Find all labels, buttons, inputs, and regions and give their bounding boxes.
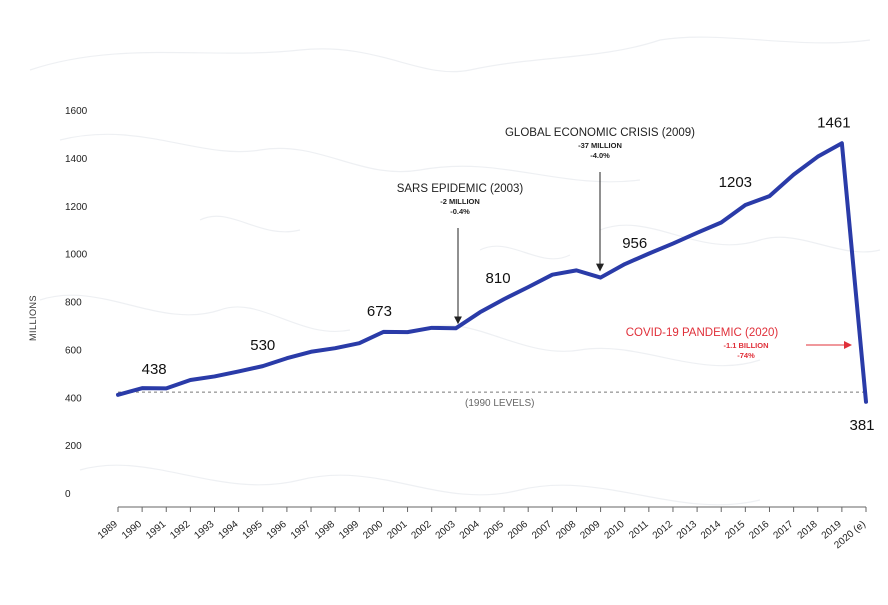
x-tick-label: 1997 (289, 519, 313, 542)
x-tick-label: 1994 (216, 519, 240, 542)
annotation-title: GLOBAL ECONOMIC CRISIS (2009) (505, 127, 695, 139)
data-label: 673 (367, 303, 392, 320)
y-tick-label: 400 (65, 393, 82, 404)
x-tick-label: 2003 (434, 519, 458, 542)
x-tick-label: 1995 (241, 519, 265, 542)
y-tick-label: 1600 (65, 106, 88, 117)
x-tick-label: 1991 (144, 519, 168, 542)
annotation-detail: -4.0% (590, 151, 610, 160)
annotation-detail: -1.1 BILLION (723, 341, 768, 350)
x-tick-label: 1996 (265, 519, 289, 542)
annotation-title: SARS EPIDEMIC (2003) (397, 183, 524, 195)
x-tick-label: 2008 (554, 519, 578, 542)
y-tick-label: 0 (65, 489, 71, 500)
background-world-map (29, 36, 881, 506)
x-tick-label: 2017 (771, 519, 795, 542)
x-tick-label: 2015 (723, 519, 747, 542)
x-tick-label: 1989 (96, 519, 120, 542)
y-axis-label: MILLIONS (28, 295, 38, 341)
series-group (116, 141, 868, 404)
annotation-detail: -37 MILLION (578, 141, 622, 150)
data-labels-group: 438 530 673 810 956 1203 1461 381 (142, 114, 875, 434)
reference-line-label: (1990 LEVELS) (465, 398, 535, 409)
x-tick-label: 1999 (337, 519, 361, 542)
x-tick-label: 2013 (675, 519, 699, 542)
y-tick-label: 200 (65, 441, 82, 452)
data-label: 1461 (817, 114, 850, 131)
y-tick-label: 600 (65, 345, 82, 356)
annotation-detail: -2 MILLION (440, 197, 480, 206)
reference-line-group: (1990 LEVELS) (118, 391, 866, 409)
data-label: 956 (622, 235, 647, 252)
annotation-title: COVID-19 PANDEMIC (2020) (626, 327, 779, 339)
x-tick-label: 2001 (385, 519, 409, 542)
x-axis: 1989 1990 1991 1992 1993 1994 1995 1996 1997 1998… (96, 506, 868, 551)
data-label: 381 (849, 417, 874, 434)
x-tick-label: 2006 (506, 519, 530, 542)
y-tick-label: 1200 (65, 202, 88, 213)
x-tick-label: 1993 (192, 519, 216, 542)
x-tick-label: 1998 (313, 519, 337, 542)
x-tick-label: 2000 (361, 519, 385, 542)
y-tick-label: 800 (65, 298, 82, 309)
annotations-group: SARS EPIDEMIC (2003) -2 MILLION-0.4% GLOBA… (397, 127, 852, 360)
y-tick-label: 1400 (65, 154, 88, 165)
x-tick-label: 1990 (120, 519, 144, 542)
annotation-detail: -74% (737, 351, 755, 360)
x-tick-label: 2014 (699, 519, 723, 542)
y-axis: 1600 1400 1200 1000 800 600 400 200 0 (65, 106, 88, 500)
data-label: 1203 (719, 174, 752, 191)
y-tick-label: 1000 (65, 250, 88, 261)
data-label: 810 (486, 270, 511, 287)
x-tick-label: 2009 (578, 519, 602, 542)
x-tick-label: 2002 (409, 519, 433, 542)
x-tick-label: 2012 (651, 519, 675, 542)
annotation-detail: -0.4% (450, 207, 470, 216)
x-tick-label: 2010 (603, 519, 627, 542)
series-line (116, 141, 868, 404)
x-tick-label: 2016 (747, 519, 771, 542)
x-tick-label: 1992 (168, 519, 192, 542)
x-tick-label: 2004 (458, 519, 482, 542)
x-tick-label: 2011 (627, 519, 651, 542)
x-tick-label: 2018 (796, 519, 820, 542)
x-tick-label: 2005 (482, 519, 506, 542)
x-tick-label: 2007 (530, 519, 554, 542)
data-label: 530 (250, 337, 275, 354)
data-label: 438 (142, 361, 167, 378)
